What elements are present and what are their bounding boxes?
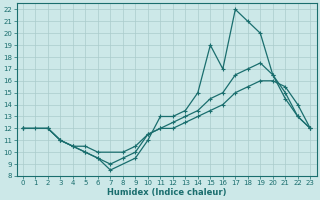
X-axis label: Humidex (Indice chaleur): Humidex (Indice chaleur) [107,188,226,197]
